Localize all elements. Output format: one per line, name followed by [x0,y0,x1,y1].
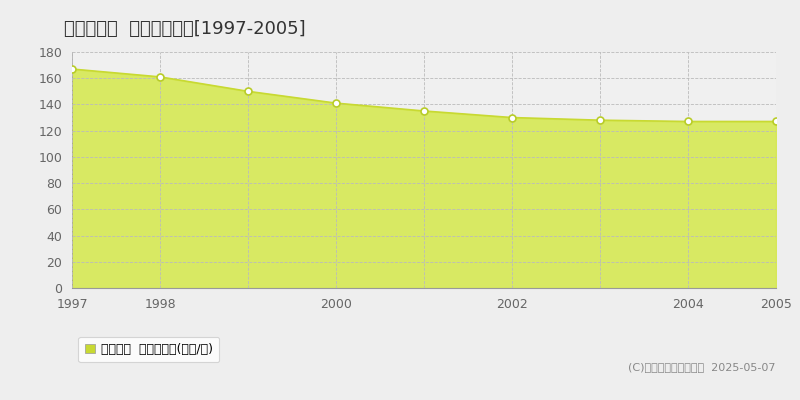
Point [682,118,694,125]
Legend: 基準地価  平均坪単価(万円/坪): 基準地価 平均坪単価(万円/坪) [78,337,219,362]
Text: (C)土地価格ドットコム  2025-05-07: (C)土地価格ドットコム 2025-05-07 [629,362,776,372]
Point [770,118,782,125]
Point [330,100,342,106]
Point [594,117,606,123]
Point [66,66,78,72]
Point [506,114,518,121]
Point [418,108,430,114]
Text: 江東区平野  基準地価推移[1997-2005]: 江東区平野 基準地価推移[1997-2005] [64,20,306,38]
Point [154,74,166,80]
Point [242,88,254,94]
